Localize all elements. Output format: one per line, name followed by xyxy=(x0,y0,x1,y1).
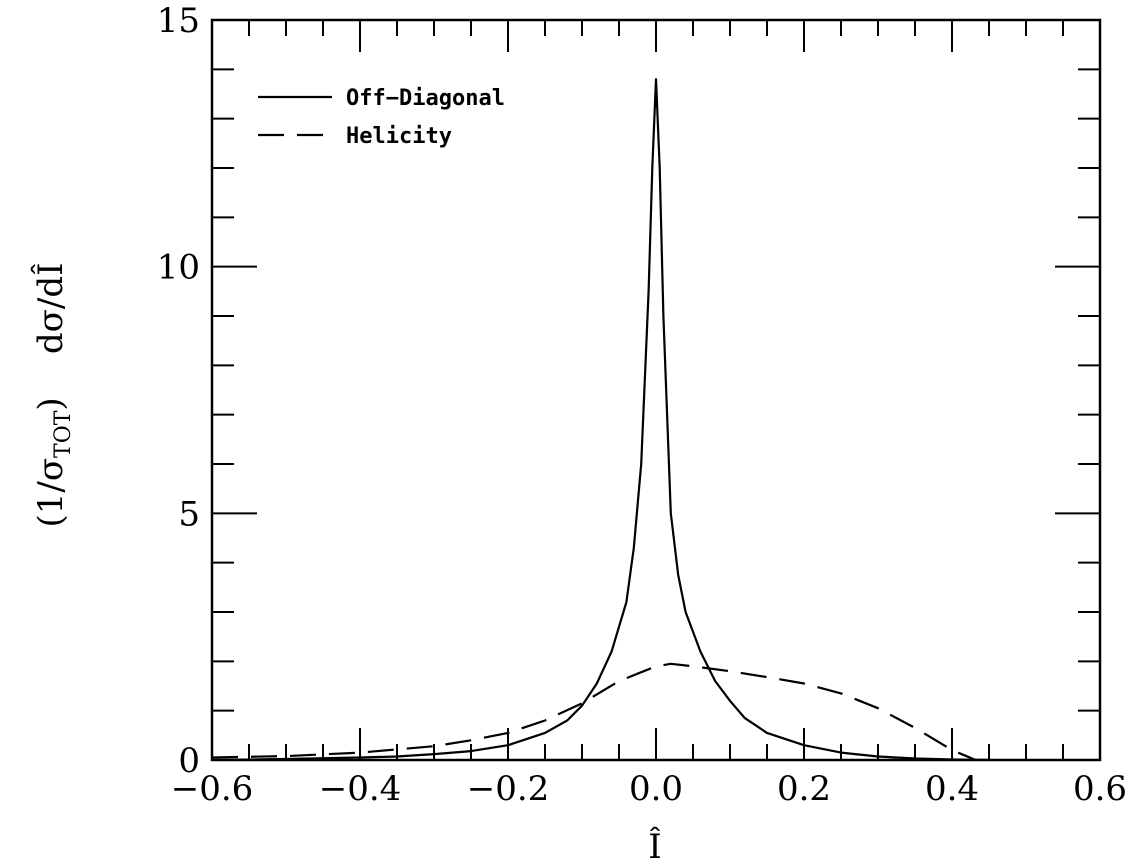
x-tick-label: 0.2 xyxy=(777,769,831,809)
x-tick-label: 0.6 xyxy=(1073,769,1127,809)
x-axis-title: Î xyxy=(648,826,661,865)
x-tick-label: 0.4 xyxy=(925,769,979,809)
y-axis-title: (1/σTOT) dσ/dÎ xyxy=(30,262,76,527)
x-tick-label: −0.4 xyxy=(319,769,402,809)
legend-label-0: Off−Diagonal xyxy=(346,86,505,111)
y-tick-labels: 0 5 10 15 xyxy=(157,1,200,781)
x-tick-label: −0.2 xyxy=(467,769,550,809)
y-tick-label: 5 xyxy=(178,494,200,534)
y-axis-title-subscript: TOT xyxy=(51,410,76,458)
series-helicity-line xyxy=(212,662,979,760)
legend: Off−Diagonal Helicity xyxy=(258,86,505,149)
y-tick-label: 0 xyxy=(178,741,200,781)
series-off-diagonal-line xyxy=(212,78,990,760)
x-tick-label: 0.0 xyxy=(629,769,683,809)
x-tick-labels: −0.6 −0.4 −0.2 0.0 0.2 0.4 0.6 xyxy=(171,769,1127,809)
x-tick-label: −0.6 xyxy=(171,769,254,809)
y-tick-label: 10 xyxy=(157,248,200,288)
series-layer xyxy=(212,78,990,760)
legend-label-1: Helicity xyxy=(346,124,452,149)
y-axis-title-prefix: (1/σ xyxy=(31,458,71,528)
y-axis-title-suffix: ) dσ/dÎ xyxy=(30,262,71,410)
y-tick-label: 15 xyxy=(157,1,200,41)
plot-frame xyxy=(210,18,1102,762)
